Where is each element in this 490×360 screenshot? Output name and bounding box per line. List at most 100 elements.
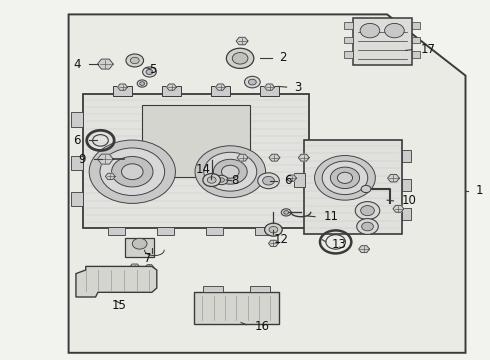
Polygon shape — [237, 154, 248, 161]
Circle shape — [146, 69, 153, 75]
Circle shape — [355, 202, 380, 220]
Polygon shape — [359, 246, 369, 253]
Bar — [71, 156, 83, 170]
Circle shape — [215, 175, 228, 185]
Polygon shape — [393, 205, 404, 212]
Text: 14: 14 — [196, 163, 211, 176]
Circle shape — [78, 276, 90, 285]
Circle shape — [330, 167, 360, 189]
Bar — [402, 150, 411, 162]
Circle shape — [284, 211, 289, 214]
Circle shape — [140, 82, 145, 85]
Polygon shape — [167, 84, 176, 90]
Polygon shape — [388, 175, 399, 182]
Bar — [344, 37, 353, 43]
Bar — [203, 286, 223, 292]
Bar — [162, 86, 181, 96]
Circle shape — [232, 53, 248, 64]
Text: 6: 6 — [284, 174, 292, 187]
Text: 9: 9 — [78, 153, 86, 166]
FancyBboxPatch shape — [142, 105, 250, 177]
Circle shape — [361, 206, 374, 216]
Circle shape — [207, 177, 216, 183]
Text: 2: 2 — [279, 51, 287, 64]
Circle shape — [146, 278, 153, 283]
Bar — [71, 112, 83, 127]
Polygon shape — [69, 14, 466, 353]
Bar — [412, 51, 420, 58]
Text: 15: 15 — [112, 299, 126, 312]
Circle shape — [203, 174, 220, 186]
Circle shape — [221, 165, 239, 178]
Circle shape — [322, 161, 368, 194]
Bar — [250, 286, 270, 292]
Polygon shape — [129, 264, 140, 271]
Circle shape — [122, 164, 143, 180]
Circle shape — [226, 48, 254, 68]
Text: 13: 13 — [331, 238, 346, 251]
Circle shape — [81, 278, 88, 283]
Bar — [402, 208, 411, 220]
Circle shape — [130, 57, 139, 64]
Polygon shape — [269, 240, 278, 247]
Circle shape — [89, 140, 175, 203]
Circle shape — [360, 23, 380, 38]
Circle shape — [112, 157, 153, 187]
Text: 7: 7 — [145, 252, 152, 265]
Circle shape — [281, 209, 291, 216]
Circle shape — [269, 226, 278, 233]
Bar — [260, 86, 279, 96]
Circle shape — [137, 80, 147, 87]
Text: 3: 3 — [294, 81, 301, 94]
Bar — [206, 227, 223, 235]
Bar — [255, 227, 272, 235]
Circle shape — [258, 173, 279, 189]
Text: 4: 4 — [74, 58, 81, 71]
FancyBboxPatch shape — [194, 292, 279, 324]
FancyBboxPatch shape — [304, 140, 402, 234]
Polygon shape — [145, 265, 154, 270]
Bar — [402, 179, 411, 191]
Text: 11: 11 — [323, 210, 339, 223]
Circle shape — [195, 146, 266, 198]
Text: 1: 1 — [475, 184, 483, 197]
Circle shape — [143, 67, 156, 77]
Circle shape — [362, 222, 373, 231]
Polygon shape — [105, 173, 115, 180]
Circle shape — [132, 238, 147, 249]
Polygon shape — [98, 154, 113, 164]
Bar — [412, 37, 420, 43]
Circle shape — [126, 54, 144, 67]
Polygon shape — [287, 175, 296, 181]
Bar — [71, 192, 83, 206]
Circle shape — [357, 219, 378, 234]
Polygon shape — [298, 154, 309, 161]
Polygon shape — [265, 84, 274, 90]
Bar — [157, 227, 174, 235]
Bar — [344, 22, 353, 29]
Text: 10: 10 — [402, 194, 416, 207]
Circle shape — [265, 223, 282, 236]
Text: 12: 12 — [273, 233, 289, 246]
FancyBboxPatch shape — [83, 94, 309, 228]
Circle shape — [385, 23, 404, 38]
Bar — [412, 22, 420, 29]
Circle shape — [144, 276, 155, 285]
FancyBboxPatch shape — [125, 238, 154, 257]
Circle shape — [219, 178, 224, 182]
Bar — [211, 86, 230, 96]
Polygon shape — [216, 84, 225, 90]
Text: 5: 5 — [149, 63, 157, 76]
Polygon shape — [269, 154, 280, 161]
Polygon shape — [76, 266, 157, 297]
Text: 8: 8 — [232, 174, 239, 187]
Text: 16: 16 — [255, 320, 270, 333]
Text: 6: 6 — [74, 134, 81, 147]
FancyBboxPatch shape — [353, 18, 412, 65]
Circle shape — [204, 152, 257, 191]
Polygon shape — [118, 84, 127, 90]
Bar — [113, 86, 132, 96]
Bar — [294, 173, 305, 187]
Polygon shape — [98, 59, 113, 69]
Circle shape — [100, 148, 165, 195]
